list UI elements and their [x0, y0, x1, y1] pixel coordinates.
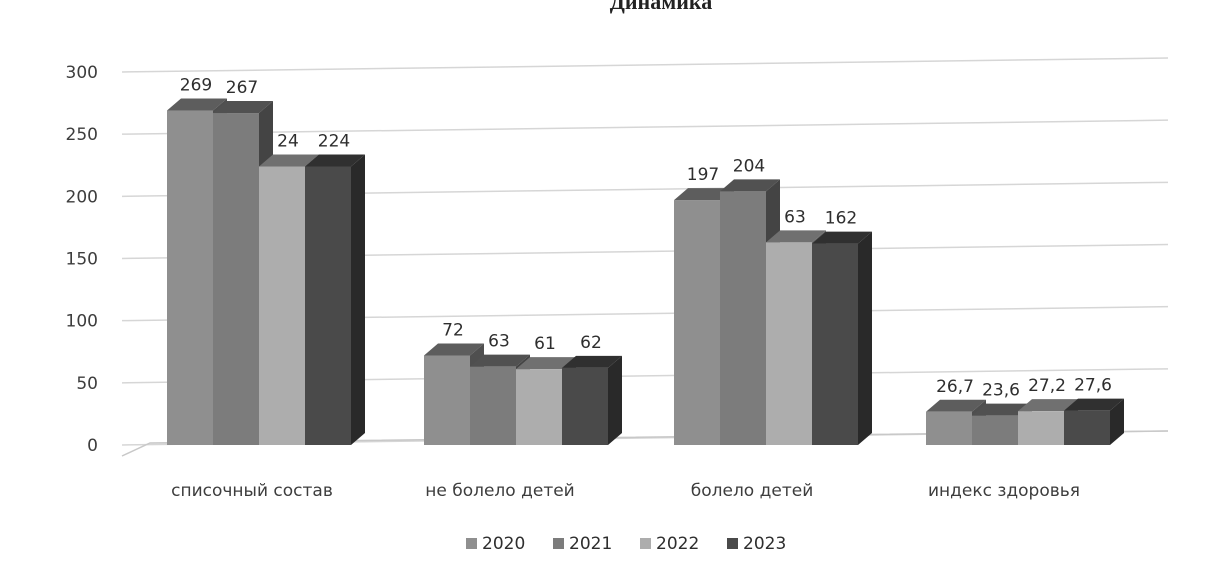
bar-top-face [1018, 399, 1078, 412]
bar-side-face [608, 355, 622, 445]
bar-front-face [926, 411, 972, 445]
bar-top-face [926, 399, 986, 412]
bar-top-face [516, 357, 576, 370]
bar-front-face [305, 166, 351, 445]
bar-front-face [470, 366, 516, 445]
legend-swatch [553, 538, 564, 549]
bar-top-face [562, 355, 622, 368]
bar-2023-2 [562, 355, 622, 445]
y-tick-label: 50 [76, 374, 98, 394]
data-label: 162 [825, 209, 857, 229]
bar-front-face [213, 113, 259, 445]
gridline [121, 57, 1169, 73]
data-label: 224 [318, 131, 350, 151]
data-label: 23,6 [982, 381, 1020, 401]
bar-top-face [167, 98, 227, 111]
bar-top-face [259, 154, 319, 167]
bar-top-face [424, 343, 484, 356]
bar-top-face [305, 154, 365, 167]
legend-item: 2020 [466, 534, 525, 554]
data-label: 72 [442, 320, 464, 340]
bar-side-face [1110, 398, 1124, 445]
bar-front-face [562, 367, 608, 445]
legend-label: 2020 [482, 534, 525, 554]
category-label: списочный состав [171, 481, 333, 501]
bar-front-face [1064, 410, 1110, 445]
bar-2023-3 [812, 231, 872, 445]
data-label: 204 [733, 156, 765, 176]
data-label: 27,2 [1028, 376, 1066, 396]
category-label: не болело детей [425, 481, 574, 501]
gridline [121, 119, 1169, 135]
bar-top-face [213, 101, 273, 114]
data-label: 267 [226, 78, 258, 98]
legend-swatch [640, 538, 651, 549]
bar-front-face [1018, 411, 1064, 445]
data-label: 24 [277, 131, 299, 151]
bar-top-face [812, 231, 872, 244]
bar-front-face [167, 110, 213, 445]
bar-front-face [766, 242, 812, 445]
y-axis-ticks: 0 50 100 150 200 250 300 [66, 63, 98, 456]
data-label: 63 [488, 332, 510, 352]
bar-2023-1 [305, 154, 365, 445]
legend-label: 2021 [569, 534, 612, 554]
category-label: индекс здоровья [928, 481, 1080, 501]
bar-2022-4 [1018, 399, 1078, 445]
data-label: 269 [180, 76, 212, 96]
legend-item: 2021 [553, 534, 612, 554]
legend-label: 2023 [743, 534, 786, 554]
data-label: 63 [784, 207, 806, 227]
bar-side-face [351, 154, 365, 445]
bar-top-face [1064, 398, 1124, 411]
y-tick-label: 100 [66, 312, 98, 332]
legend-item: 2022 [640, 534, 699, 554]
data-label: 27,6 [1074, 376, 1112, 396]
data-label: 61 [534, 334, 556, 354]
legend-swatch [466, 538, 477, 549]
bar-top-face [720, 179, 780, 192]
y-tick-label: 300 [66, 63, 98, 83]
legend: 2020 2021 2022 2023 [466, 534, 786, 554]
chart-title: Динамика [610, 0, 713, 14]
bar-front-face [516, 369, 562, 445]
bar-front-face [720, 191, 766, 445]
category-labels: списочный состав не болело детей болело де… [171, 481, 1080, 501]
data-label: 197 [687, 165, 719, 185]
data-label: 26,7 [936, 377, 974, 397]
legend-swatch [727, 538, 738, 549]
y-tick-label: 150 [66, 250, 98, 270]
bar-top-face [470, 354, 530, 367]
bar-front-face [259, 166, 305, 445]
y-tick-label: 250 [66, 125, 98, 145]
bar-front-face [674, 200, 720, 445]
data-labels: 269 267 24 224 72 63 61 62 197 204 63 162 26,7 23,6 27… [180, 76, 1112, 401]
bar-top-face [674, 188, 734, 201]
bar-front-face [424, 355, 470, 445]
y-tick-label: 200 [66, 187, 98, 207]
data-label: 62 [580, 333, 602, 353]
legend-item: 2023 [727, 534, 786, 554]
bars [167, 98, 1124, 446]
legend-label: 2022 [656, 534, 699, 554]
category-label: болело детей [691, 481, 814, 501]
bar-front-face [972, 415, 1018, 445]
bar-2023-4 [1064, 398, 1124, 445]
bar-side-face [858, 231, 872, 445]
bar-top-face [972, 403, 1032, 416]
bar-front-face [812, 243, 858, 445]
bar-top-face [766, 230, 826, 243]
y-tick-label: 0 [87, 436, 98, 456]
